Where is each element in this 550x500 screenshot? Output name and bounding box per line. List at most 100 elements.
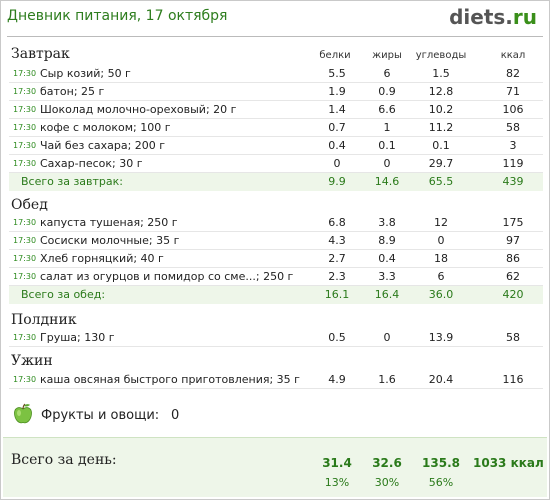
item-carbs: 12.8 <box>428 85 454 98</box>
item-carbs: 12 <box>434 216 448 229</box>
item-kcal: 86 <box>506 252 520 265</box>
item-fat: 0.4 <box>378 252 396 265</box>
col-carbs: углеводы <box>415 50 467 61</box>
item-fat: 0.1 <box>378 139 396 152</box>
item-time: 17:30 <box>13 375 37 384</box>
table-row[interactable]: 17:30 Шоколад молочно-ореховый; 20 г 1.4… <box>9 101 543 119</box>
table-row[interactable]: 17:30 Сахар-песок; 30 г 0 0 29.7 119 <box>9 155 543 173</box>
fruits-value: 0 <box>171 408 180 423</box>
meal-title-dinner: Ужин <box>11 353 53 369</box>
green-apple-icon <box>14 403 32 424</box>
item-name: капуста тушеная; 250 г <box>40 216 178 229</box>
item-kcal: 175 <box>502 216 524 229</box>
logo-main: diets <box>449 5 506 29</box>
item-fat: 6 <box>383 67 391 80</box>
table-row[interactable]: 17:30 батон; 25 г 1.9 0.9 12.8 71 <box>9 83 543 101</box>
item-protein: 0.7 <box>328 121 346 134</box>
item-fat: 0 <box>383 331 391 344</box>
day-total-label: Всего за день: <box>11 452 117 468</box>
day-protein-pct: 13% <box>324 476 350 489</box>
total-kcal: 420 <box>502 288 524 301</box>
item-name: кофе с молоком; 100 г <box>40 121 171 134</box>
item-kcal: 116 <box>502 373 524 386</box>
item-protein: 4.3 <box>328 234 346 247</box>
col-protein: белки <box>319 50 351 61</box>
item-time: 17:30 <box>13 254 37 263</box>
table-row[interactable]: 17:30 кофе с молоком; 100 г 0.7 1 11.2 5… <box>9 119 543 137</box>
item-kcal: 3 <box>509 139 517 152</box>
table-row[interactable]: 17:30 Сыр козий; 50 г 5.5 6 1.5 82 <box>9 65 543 83</box>
item-carbs: 0.1 <box>432 139 450 152</box>
item-protein: 4.9 <box>328 373 346 386</box>
table-row[interactable]: 17:30 салат из огурцов и помидор со сме.… <box>9 268 543 286</box>
item-protein: 2.3 <box>328 270 346 283</box>
table-row[interactable]: 17:30 Хлеб горняцкий; 40 г 2.7 0.4 18 86 <box>9 250 543 268</box>
item-carbs: 13.9 <box>428 331 454 344</box>
item-protein: 5.5 <box>328 67 346 80</box>
table-row[interactable]: 17:30 капуста тушеная; 250 г 6.8 3.8 12 … <box>9 214 543 232</box>
item-name: Хлеб горняцкий; 40 г <box>40 252 164 265</box>
page-header: Дневник питания, 17 октября diets.ru <box>1 1 549 36</box>
day-fat: 32.6 <box>372 456 402 470</box>
total-fat: 14.6 <box>374 175 400 188</box>
table-row[interactable]: 17:30 Чай без сахара; 200 г 0.4 0.1 0.1 … <box>9 137 543 155</box>
item-carbs: 20.4 <box>428 373 454 386</box>
item-kcal: 58 <box>506 331 520 344</box>
day-carbs-pct: 56% <box>428 476 454 489</box>
item-carbs: 1.5 <box>432 67 450 80</box>
item-time: 17:30 <box>13 123 37 132</box>
total-carbs: 65.5 <box>428 175 454 188</box>
total-kcal: 439 <box>502 175 524 188</box>
day-total: Всего за день: 31.4 32.6 135.8 1033 ккал… <box>3 437 547 497</box>
table-row[interactable]: 17:30 Груша; 130 г 0.5 0 13.9 58 <box>9 329 543 347</box>
item-fat: 3.8 <box>378 216 396 229</box>
total-label: Всего за обед: <box>21 288 106 301</box>
item-kcal: 62 <box>506 270 520 283</box>
item-time: 17:30 <box>13 87 37 96</box>
item-time: 17:30 <box>13 159 37 168</box>
day-protein: 31.4 <box>322 456 352 470</box>
item-name: Сосиски молочные; 35 г <box>40 234 180 247</box>
item-protein: 1.4 <box>328 103 346 116</box>
total-carbs: 36.0 <box>428 288 454 301</box>
item-fat: 0.9 <box>378 85 396 98</box>
item-time: 17:30 <box>13 333 37 342</box>
day-fat-pct: 30% <box>374 476 400 489</box>
diets-logo[interactable]: diets.ru <box>449 5 537 29</box>
item-carbs: 10.2 <box>428 103 454 116</box>
total-protein: 9.9 <box>328 175 346 188</box>
item-time: 17:30 <box>13 218 37 227</box>
item-fat: 1 <box>383 121 391 134</box>
item-carbs: 0 <box>437 234 445 247</box>
item-fat: 6.6 <box>378 103 396 116</box>
item-kcal: 106 <box>502 103 524 116</box>
item-time: 17:30 <box>13 236 37 245</box>
item-name: батон; 25 г <box>40 85 105 98</box>
meal-total-breakfast: Всего за завтрак: 9.9 14.6 65.5 439 <box>9 173 543 191</box>
table-row[interactable]: 17:30 каша овсяная быстрого приготовлени… <box>9 371 543 389</box>
item-name: каша овсяная быстрого приготовления; 35 … <box>40 373 300 386</box>
day-kcal: 1033 ккал <box>473 456 544 470</box>
day-carbs: 135.8 <box>422 456 460 470</box>
item-fat: 8.9 <box>378 234 396 247</box>
item-protein: 0.5 <box>328 331 346 344</box>
logo-dot: . <box>505 5 513 29</box>
item-time: 17:30 <box>13 69 37 78</box>
fruits-vegetables: Фрукты и овощи: 0 <box>11 403 311 427</box>
item-name: Сахар-песок; 30 г <box>40 157 143 170</box>
total-label: Всего за завтрак: <box>21 175 124 188</box>
item-protein: 0 <box>333 157 341 170</box>
item-name: Груша; 130 г <box>40 331 115 344</box>
item-kcal: 58 <box>506 121 520 134</box>
item-carbs: 29.7 <box>428 157 454 170</box>
table-row[interactable]: 17:30 Сосиски молочные; 35 г 4.3 8.9 0 9… <box>9 232 543 250</box>
total-fat: 16.4 <box>374 288 400 301</box>
total-protein: 16.1 <box>324 288 350 301</box>
item-protein: 1.9 <box>328 85 346 98</box>
page-title: Дневник питания, 17 октября <box>7 8 228 24</box>
item-kcal: 119 <box>502 157 524 170</box>
header-divider <box>7 36 543 37</box>
logo-tld: ru <box>512 5 537 29</box>
item-protein: 2.7 <box>328 252 346 265</box>
